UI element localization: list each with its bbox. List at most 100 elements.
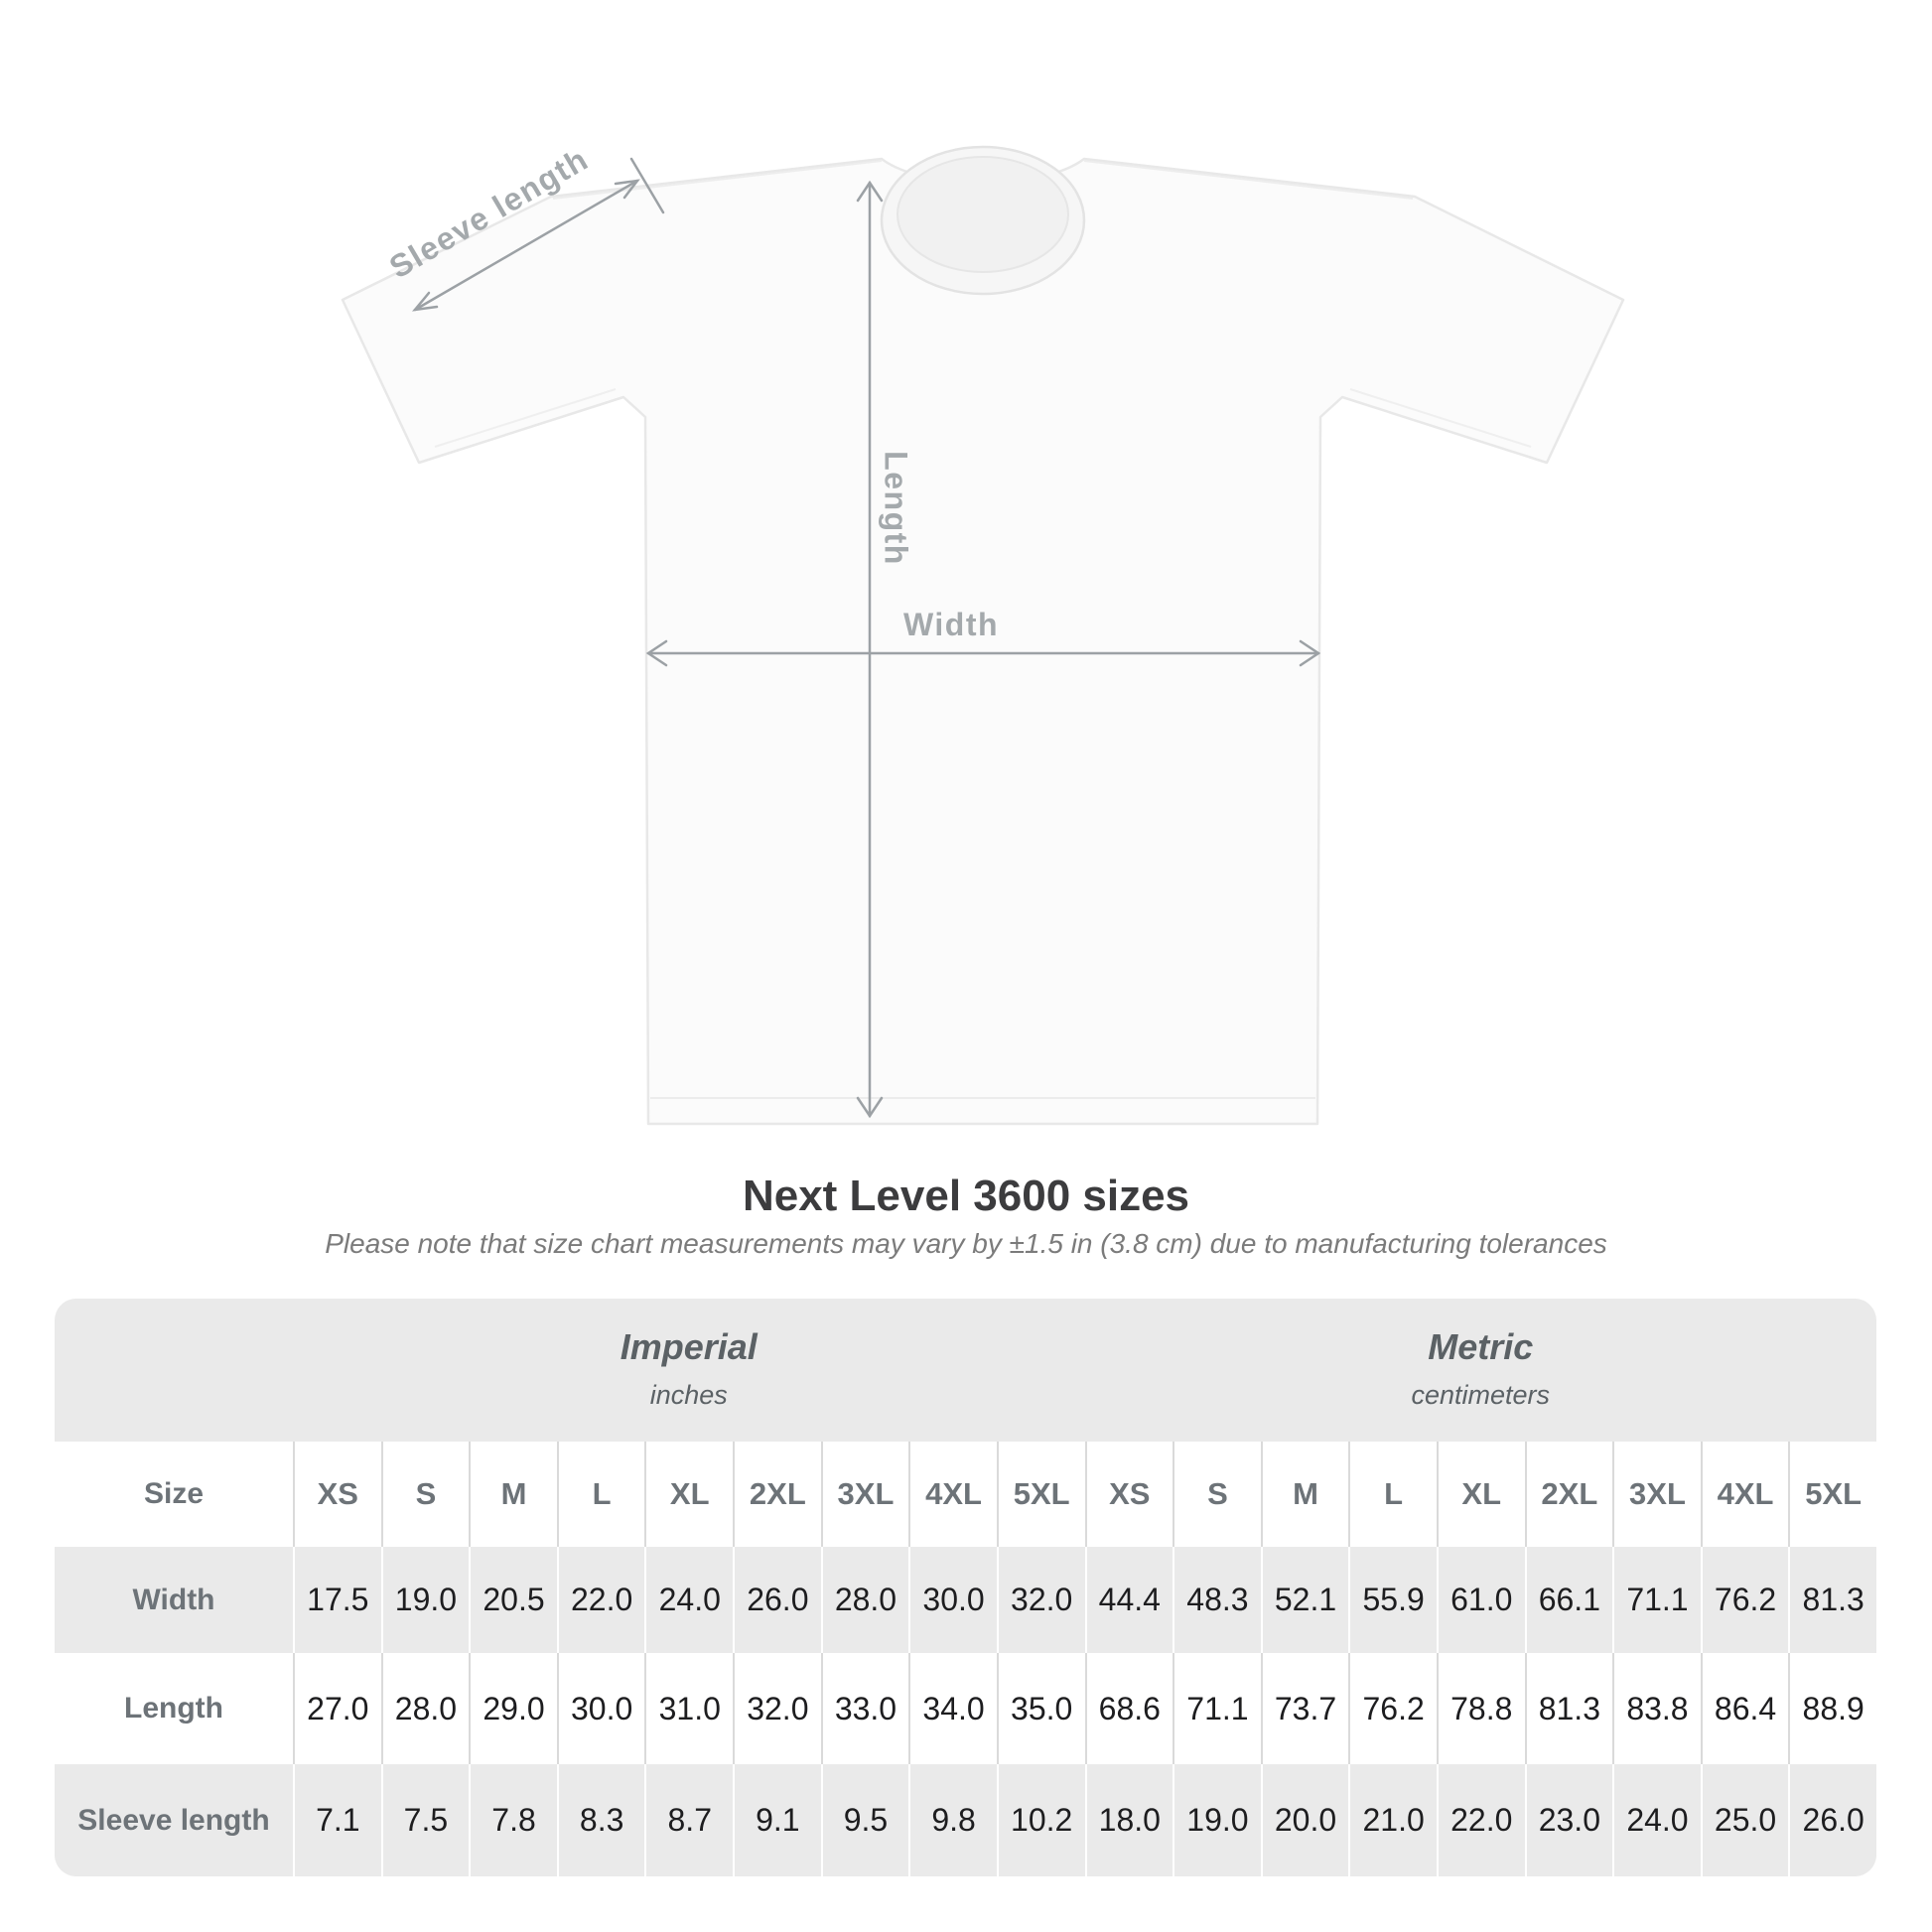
measurement-value: 73.7: [1260, 1653, 1349, 1764]
table-body: Width 17.5 19.0 20.5 22.0 24.0 26.0 28.0 30.0 32.…: [55, 1547, 1876, 1876]
collar-inner: [897, 156, 1069, 273]
measurement-value: 32.0: [733, 1653, 821, 1764]
measurement-value: 48.3: [1173, 1547, 1261, 1653]
measurement-value: 81.3: [1788, 1547, 1876, 1653]
measurement-value: 7.1: [293, 1764, 381, 1876]
size-col-header: L: [556, 1442, 645, 1547]
length-label: Length: [879, 451, 914, 566]
size-col-header: XL: [644, 1442, 733, 1547]
measurement-value: 34.0: [908, 1653, 997, 1764]
table-row: Length 27.0 28.0 29.0 30.0 31.0 32.0 33.0 34.0 35…: [55, 1653, 1876, 1764]
measurement-value: 30.0: [556, 1653, 645, 1764]
measurement-value: 25.0: [1700, 1764, 1789, 1876]
measurement-value: 30.0: [908, 1547, 997, 1653]
size-header-row: Size XS S M L XL 2XL 3XL 4XL 5XL XS S M L XL 2XL 3XL 4XL…: [55, 1442, 1876, 1547]
measurement-value: 68.6: [1084, 1653, 1173, 1764]
measurement-value: 31.0: [644, 1653, 733, 1764]
length-measure: Length: [856, 180, 914, 1119]
measurement-value: 24.0: [1612, 1764, 1701, 1876]
table-row: Sleeve length 7.1 7.5 7.8 8.3 8.7 9.1 9.5 9.8 10.…: [55, 1764, 1876, 1876]
measurement-value: 76.2: [1348, 1653, 1437, 1764]
size-col-header: S: [380, 1442, 470, 1547]
size-col-header: M: [1260, 1442, 1349, 1547]
row-label: Length: [124, 1692, 223, 1725]
tolerance-note: Please note that size chart measurements…: [325, 1228, 1607, 1259]
measurement-value: 24.0: [644, 1547, 733, 1653]
size-col-header: M: [469, 1442, 557, 1547]
metric-name: Metric: [1428, 1326, 1534, 1367]
measurement-value: 9.1: [733, 1764, 821, 1876]
measurement-value: 18.0: [1084, 1764, 1173, 1876]
unit-group-spacer: [55, 1299, 293, 1442]
measurement-value: 8.3: [556, 1764, 645, 1876]
measurement-value: 83.8: [1612, 1653, 1701, 1764]
measurement-value: 71.1: [1612, 1547, 1701, 1653]
measurement-value: 35.0: [996, 1653, 1085, 1764]
size-col-header: S: [1173, 1442, 1261, 1547]
row-label: Width: [132, 1583, 215, 1616]
measurement-value: 81.3: [1524, 1653, 1613, 1764]
imperial-header: Imperial inches: [293, 1299, 1085, 1442]
measurement-value: 20.0: [1260, 1764, 1349, 1876]
page-title: Next Level 3600 sizes: [742, 1172, 1190, 1220]
tshirt-figure: Length Width Sleeve length: [341, 141, 1625, 1126]
size-col-header: XS: [1084, 1442, 1173, 1547]
measurement-value: 9.8: [908, 1764, 997, 1876]
measurement-value: 22.0: [556, 1547, 645, 1653]
size-col-header: 5XL: [996, 1442, 1085, 1547]
measurement-value: 26.0: [733, 1547, 821, 1653]
measurement-value: 10.2: [996, 1764, 1085, 1876]
size-col-header: 2XL: [1524, 1442, 1613, 1547]
table-row: Width 17.5 19.0 20.5 22.0 24.0 26.0 28.0 30.0 32.…: [55, 1547, 1876, 1653]
measurement-value: 21.0: [1348, 1764, 1437, 1876]
row-label: Sleeve length: [77, 1803, 270, 1837]
measurement-value: 44.4: [1084, 1547, 1173, 1653]
measurement-value: 17.5: [293, 1547, 381, 1653]
measurement-value: 66.1: [1524, 1547, 1613, 1653]
measurement-value: 29.0: [469, 1653, 557, 1764]
size-col-header: XL: [1436, 1442, 1525, 1547]
measurement-value: 61.0: [1436, 1547, 1525, 1653]
measurement-value: 19.0: [1173, 1764, 1261, 1876]
measurement-value: 20.5: [469, 1547, 557, 1653]
measurement-value: 52.1: [1260, 1547, 1349, 1653]
size-col-header: 3XL: [1612, 1442, 1701, 1547]
measurement-value: 71.1: [1173, 1653, 1261, 1764]
measurement-value: 9.5: [820, 1764, 909, 1876]
measurement-value: 78.8: [1436, 1653, 1525, 1764]
measurement-value: 22.0: [1436, 1764, 1525, 1876]
size-col-header: 3XL: [820, 1442, 909, 1547]
measurement-value: 88.9: [1788, 1653, 1876, 1764]
size-col-header: 2XL: [733, 1442, 821, 1547]
measurement-value: 23.0: [1524, 1764, 1613, 1876]
measurement-value: 55.9: [1348, 1547, 1437, 1653]
metric-header: Metric centimeters: [1085, 1299, 1877, 1442]
size-col-header: L: [1348, 1442, 1437, 1547]
metric-unit: centimeters: [1411, 1380, 1551, 1410]
size-col-header: 5XL: [1788, 1442, 1876, 1547]
imperial-name: Imperial: [620, 1326, 758, 1367]
unit-group-row: Imperial inches Metric centimeters: [55, 1299, 1876, 1442]
measurement-value: 27.0: [293, 1653, 381, 1764]
width-label: Width: [903, 607, 999, 642]
size-col-header: XS: [293, 1442, 381, 1547]
measurement-value: 86.4: [1700, 1653, 1789, 1764]
measurement-value: 28.0: [820, 1547, 909, 1653]
measurement-value: 19.0: [380, 1547, 470, 1653]
measurement-value: 8.7: [644, 1764, 733, 1876]
tshirt-illustration: [341, 145, 1625, 1126]
measurement-value: 28.0: [380, 1653, 470, 1764]
size-col-header: 4XL: [1700, 1442, 1789, 1547]
measurement-value: 33.0: [820, 1653, 909, 1764]
size-col-header: 4XL: [908, 1442, 997, 1547]
width-measure: Width: [645, 607, 1321, 667]
measurement-value: 7.8: [469, 1764, 557, 1876]
measurement-value: 26.0: [1788, 1764, 1876, 1876]
measurement-value: 7.5: [380, 1764, 470, 1876]
measurement-value: 32.0: [996, 1547, 1085, 1653]
measurement-value: 76.2: [1700, 1547, 1789, 1653]
size-row-label: Size: [143, 1477, 205, 1510]
size-table: Imperial inches Metric centimeters Size …: [55, 1299, 1876, 1876]
imperial-unit: inches: [649, 1380, 728, 1410]
